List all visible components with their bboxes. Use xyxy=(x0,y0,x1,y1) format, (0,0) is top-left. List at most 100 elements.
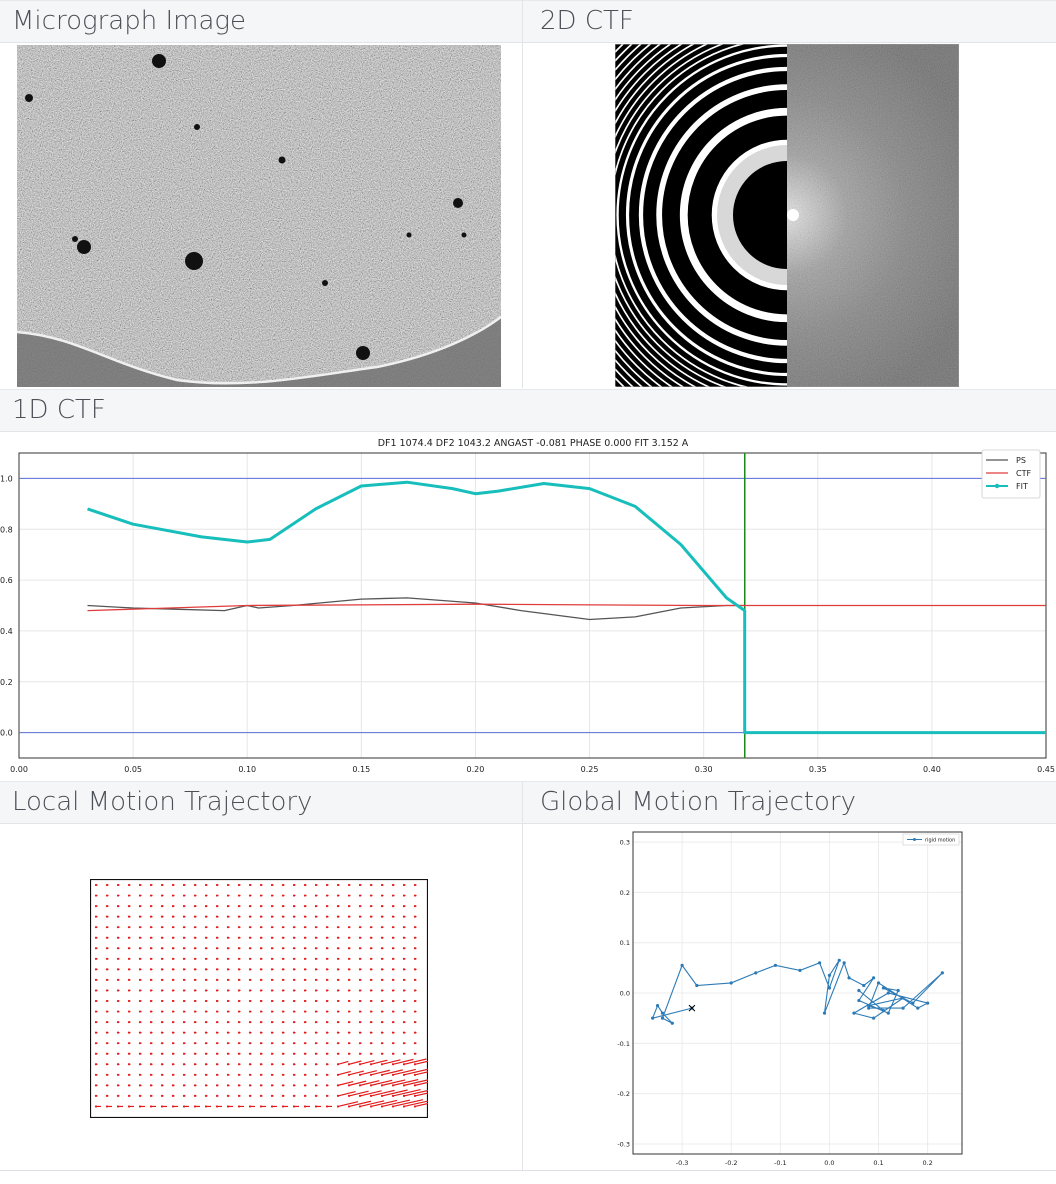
motion-point xyxy=(116,1031,120,1034)
motion-point xyxy=(292,915,296,918)
motion-point xyxy=(182,947,186,950)
motion-point xyxy=(127,1052,131,1055)
motion-point xyxy=(105,1084,109,1087)
motion-point xyxy=(138,926,142,929)
motion-point xyxy=(281,1010,285,1013)
motion-point xyxy=(171,904,175,908)
legend-marker xyxy=(994,483,1000,489)
ctf-ring xyxy=(731,159,787,271)
motion-point xyxy=(215,957,219,960)
motion-point xyxy=(380,904,384,908)
x-tick-label: 0.35 xyxy=(809,765,827,774)
motion-point xyxy=(204,926,208,929)
ctf-ring xyxy=(616,44,787,386)
motion-point xyxy=(204,989,208,992)
motion-point xyxy=(248,947,252,950)
global-motion-plot[interactable]: -0.3 -0.2 -0.1 0.0 0.1 0.2 -0.3 -0.2 -0.1 0.0 0.1 0… xyxy=(600,828,970,1171)
motion-point xyxy=(105,915,109,918)
motion-point xyxy=(127,1042,131,1045)
legend-label: CTF xyxy=(1016,469,1031,478)
motion-point xyxy=(314,978,318,982)
motion-point xyxy=(94,1031,98,1034)
motion-point xyxy=(149,936,153,939)
motion-point xyxy=(347,957,351,960)
motion-point xyxy=(237,957,241,960)
ctf1d-chart[interactable]: DF1 1074.4 DF2 1043.2 ANGAST -0.081 PHAS… xyxy=(0,433,1056,778)
motion-point xyxy=(94,1094,98,1098)
y-tick-label: 0.1 xyxy=(620,939,630,947)
motion-point xyxy=(259,1073,263,1076)
rigid-motion-point xyxy=(651,1016,655,1020)
motion-point xyxy=(127,1020,131,1024)
ctf-ring xyxy=(667,95,787,335)
motion-point xyxy=(292,957,296,960)
motion-point xyxy=(193,968,197,971)
motion-point xyxy=(281,915,285,918)
motion-point xyxy=(193,1063,197,1066)
rigid-motion-point xyxy=(901,996,905,1000)
motion-point xyxy=(215,1031,219,1034)
motion-point xyxy=(215,894,219,897)
motion-point xyxy=(281,1042,285,1045)
motion-point xyxy=(402,947,406,950)
motion-vector xyxy=(348,1100,372,1108)
motion-point xyxy=(138,915,142,918)
motion-point xyxy=(336,1063,340,1066)
rigid-motion-point xyxy=(911,1001,915,1005)
motion-point xyxy=(270,1063,274,1066)
motion-point xyxy=(149,978,153,982)
motion-point xyxy=(281,999,285,1003)
motion-point xyxy=(171,968,175,971)
motion-point xyxy=(303,1031,307,1034)
motion-point xyxy=(369,1094,373,1098)
motion-point xyxy=(281,1094,285,1098)
motion-point xyxy=(226,904,230,908)
motion-point xyxy=(204,1052,208,1055)
motion-point xyxy=(138,968,142,971)
motion-point xyxy=(270,1073,274,1076)
motion-point xyxy=(182,989,186,992)
motion-point xyxy=(226,1042,230,1045)
micrograph-image[interactable] xyxy=(16,45,502,387)
motion-point xyxy=(402,957,406,960)
motion-point xyxy=(336,936,340,939)
motion-point xyxy=(204,1094,208,1098)
y-tick-label: 0.4 xyxy=(0,627,13,636)
motion-point xyxy=(380,989,384,992)
motion-point xyxy=(303,989,307,992)
motion-point xyxy=(182,968,186,971)
motion-point xyxy=(314,904,318,908)
motion-point xyxy=(336,957,340,960)
motion-point xyxy=(182,1042,186,1045)
motion-point xyxy=(358,904,362,908)
rigid-motion-point xyxy=(867,1006,871,1010)
motion-point xyxy=(402,926,406,929)
motion-point xyxy=(226,936,230,939)
motion-point xyxy=(413,894,417,897)
motion-point xyxy=(325,968,329,971)
motion-point xyxy=(116,1020,120,1024)
motion-point xyxy=(347,1094,351,1098)
motion-point xyxy=(204,894,208,897)
motion-point xyxy=(138,1063,142,1066)
y-tick-label: 0.3 xyxy=(620,839,630,847)
motion-point xyxy=(248,1052,252,1055)
motion-point xyxy=(303,1042,307,1045)
motion-point xyxy=(226,947,230,950)
motion-point xyxy=(182,894,186,897)
ctf-ring xyxy=(638,66,787,364)
motion-point xyxy=(347,1073,351,1076)
motion-point xyxy=(160,904,164,908)
motion-point xyxy=(369,1052,373,1055)
motion-point xyxy=(303,1073,307,1076)
motion-point xyxy=(182,1052,186,1055)
motion-point xyxy=(325,947,329,950)
motion-point xyxy=(303,1020,307,1024)
motion-point xyxy=(281,1105,285,1108)
ctf2d-image[interactable] xyxy=(614,43,960,388)
motion-point xyxy=(391,1094,395,1098)
rigid-motion-point xyxy=(817,961,822,965)
motion-point xyxy=(402,1084,406,1087)
motion-point xyxy=(391,1052,395,1055)
local-motion-plot[interactable] xyxy=(89,878,450,1119)
